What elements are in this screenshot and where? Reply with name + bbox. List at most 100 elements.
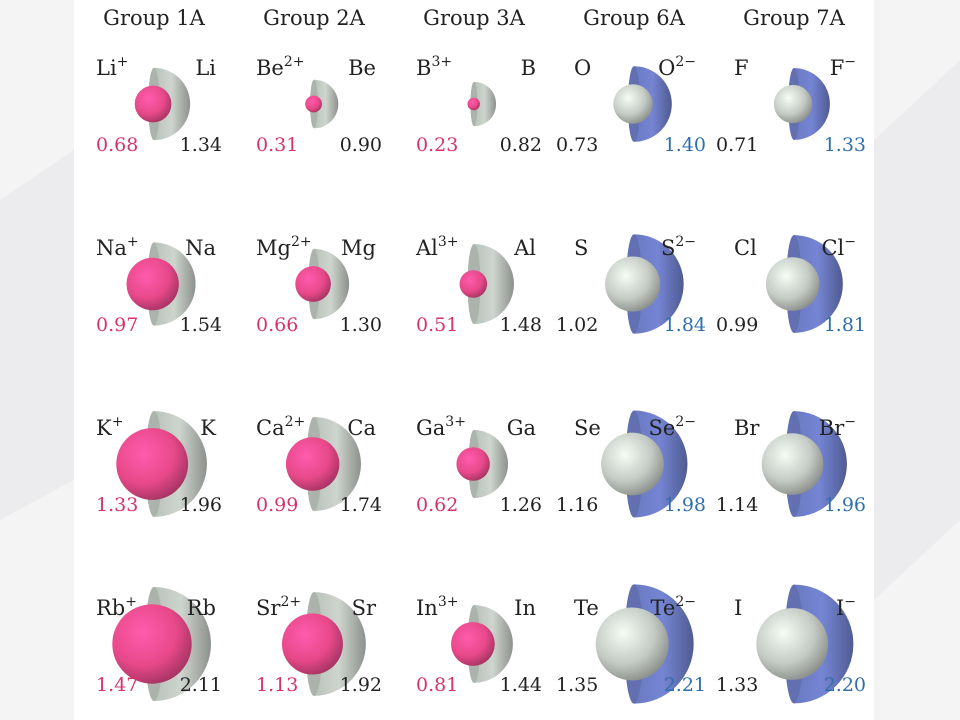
- ion-symbol: I: [835, 596, 845, 620]
- size-comparison-spheres: [467, 81, 497, 127]
- ion-radius-value: 1.96: [823, 494, 866, 516]
- atom-label: Ga: [506, 416, 536, 440]
- size-comparison-spheres: [459, 244, 514, 324]
- ion-radius-value: 0.31: [256, 134, 299, 156]
- ion-symbol: B: [416, 56, 432, 80]
- element-cell: S2− S 1.84 1.02: [554, 180, 714, 360]
- ion-radius-value: 0.97: [96, 314, 139, 336]
- ion-label: Li+: [96, 55, 128, 80]
- ion-label: S2−: [661, 234, 696, 260]
- ion-charge: 2−: [675, 414, 696, 430]
- element-cell: Rb+ Rb 1.47 2.11: [74, 540, 234, 720]
- atom-label: Cl: [734, 236, 757, 260]
- ion-symbol: In: [416, 596, 438, 620]
- atom-sphere: [613, 84, 653, 124]
- atom-label: O: [574, 56, 592, 80]
- element-cell: Mg2+ Mg 0.66 1.30: [234, 180, 394, 360]
- size-comparison-spheres: [773, 68, 830, 140]
- size-comparison-spheres: [761, 411, 847, 517]
- atom-sphere: [773, 84, 813, 124]
- atom-label: Te: [574, 596, 599, 620]
- atom-label: Ca: [347, 416, 376, 440]
- cation-sphere: [116, 428, 189, 500]
- ion-radius-value: 1.81: [823, 314, 866, 336]
- ion-charge: 3+: [437, 594, 459, 610]
- element-cell: Br− Br 1.96 1.14: [714, 360, 874, 540]
- ion-symbol: Se: [648, 416, 676, 440]
- ion-radius-value: 2.20: [823, 674, 866, 696]
- atom-label: Na: [185, 236, 216, 260]
- ion-charge: 3+: [437, 234, 459, 250]
- ion-symbol: Rb: [96, 596, 126, 620]
- atom-sphere: [756, 608, 829, 680]
- element-cell: Na+ Na 0.97 1.54: [74, 180, 234, 360]
- size-comparison-spheres: [613, 66, 672, 142]
- atom-radius-value: 1.44: [499, 674, 542, 696]
- atom-sphere: [765, 257, 820, 311]
- atom-radius-value: 1.54: [179, 314, 222, 336]
- atom-label: Br: [734, 416, 760, 440]
- cation-sphere: [456, 447, 490, 481]
- atom-sphere: [605, 256, 661, 312]
- element-cell: K+ K 1.33 1.96: [74, 360, 234, 540]
- element-cell: Se2− Se 1.98 1.16: [554, 360, 714, 540]
- atom-radius-value: 1.02: [556, 314, 599, 336]
- ion-label: Te2−: [650, 594, 696, 620]
- ion-label: B3+: [416, 55, 452, 80]
- ion-label: Se2−: [648, 414, 696, 440]
- atom-label: Al: [514, 236, 536, 260]
- cation-sphere: [112, 604, 192, 684]
- size-comparison-spheres: [112, 587, 211, 701]
- element-cell: I− I 2.20 1.33: [714, 540, 874, 720]
- element-cell: Ca2+ Ca 0.99 1.74: [234, 360, 394, 540]
- ion-radius-value: 1.47: [96, 674, 139, 696]
- ion-symbol: O: [658, 56, 676, 80]
- element-cell: In3+ In 0.81 1.44: [394, 540, 554, 720]
- ion-radius-value: 0.66: [256, 314, 299, 336]
- ion-symbol: Sr: [256, 596, 281, 620]
- ion-charge: −: [844, 234, 856, 250]
- cation-sphere: [451, 622, 495, 666]
- atom-radius-value: 1.14: [716, 494, 759, 516]
- ion-label: Rb+: [96, 595, 137, 620]
- atom-radius-value: 0.82: [499, 134, 542, 156]
- ion-radius-value: 0.23: [416, 134, 459, 156]
- ion-charge: 2−: [675, 234, 696, 250]
- cation-sphere: [467, 97, 480, 111]
- ion-label: F−: [829, 55, 856, 80]
- ion-symbol: Br: [818, 416, 845, 440]
- atom-radius-value: 1.30: [339, 314, 382, 336]
- atom-sphere: [761, 433, 824, 495]
- size-comparison-spheres: [126, 242, 196, 326]
- atom-radius-value: 1.35: [556, 674, 599, 696]
- ion-label: Br−: [818, 415, 856, 440]
- ion-radius-value: 0.81: [416, 674, 459, 696]
- size-comparison-spheres: [756, 584, 854, 704]
- size-comparison-spheres: [601, 410, 688, 518]
- ion-symbol: K: [96, 416, 112, 440]
- ion-charge: 2−: [675, 594, 696, 610]
- element-cell: O2− O 1.40 0.73: [554, 0, 714, 180]
- ion-radius-value: 1.33: [823, 134, 866, 156]
- ionic-radii-diagram: Group 1A Li+ Li 0.68 1.34 Na+ Na 0.97 1.54 K+ K 1.3…: [74, 0, 874, 720]
- ion-label: Mg2+: [256, 235, 312, 260]
- ion-charge: 2−: [675, 54, 696, 70]
- ion-label: In3+: [416, 594, 459, 620]
- atom-label: S: [574, 236, 589, 260]
- ion-symbol: Mg: [256, 236, 291, 260]
- atom-radius-value: 1.74: [339, 494, 382, 516]
- ion-label: O2−: [658, 54, 696, 80]
- size-comparison-spheres: [285, 417, 361, 511]
- group-header: Group 7A: [743, 6, 845, 30]
- ion-label: Be2+: [256, 55, 305, 80]
- ion-symbol: Te: [650, 596, 676, 620]
- atom-radius-value: 1.16: [556, 494, 599, 516]
- group-header: Group 1A: [103, 6, 205, 30]
- ion-radius-value: 1.40: [663, 134, 706, 156]
- ion-symbol: F: [829, 56, 845, 80]
- ion-charge: +: [111, 414, 124, 430]
- ion-label: K+: [96, 414, 124, 440]
- ion-label: Ca2+: [256, 415, 305, 440]
- atom-label: F: [734, 56, 749, 80]
- atom-label: Sr: [351, 596, 376, 620]
